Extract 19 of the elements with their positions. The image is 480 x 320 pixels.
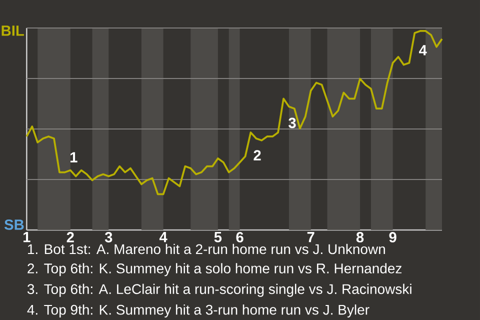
- x-tick-label: 8: [356, 232, 364, 242]
- x-tick-label: 4: [159, 232, 168, 242]
- x-tick-label: 5: [214, 232, 222, 242]
- x-tick-label: 2: [66, 232, 74, 242]
- annotation: 1: [70, 152, 78, 162]
- x-tick-label: 7: [307, 232, 314, 242]
- text: 1. Bot 1st: A. Mareno hit a 2-run home run vs J. Unknown: [28, 244, 385, 254]
- x-tick-label: 3: [104, 232, 112, 242]
- text: BIL: [2, 26, 24, 36]
- text: 3. Top 6th: A. LeClair hit a run-scoring single vs J. Racinowski: [27, 284, 412, 297]
- x-tick-label: 9: [389, 232, 396, 242]
- text: SB: [4, 219, 24, 230]
- x-tick-label: 1: [24, 232, 30, 242]
- text: 4. Top 9th: K. Summey hit a 3-run home run vs J. Byler: [27, 304, 370, 318]
- x-tick-label: 6: [236, 232, 244, 242]
- annotation: 2: [254, 150, 261, 160]
- annotation: 4: [419, 45, 427, 56]
- annotation: 3: [288, 118, 296, 128]
- text: 2. Top 6th: K. Summey hit a solo home run vs R. Hernandez: [28, 263, 402, 276]
